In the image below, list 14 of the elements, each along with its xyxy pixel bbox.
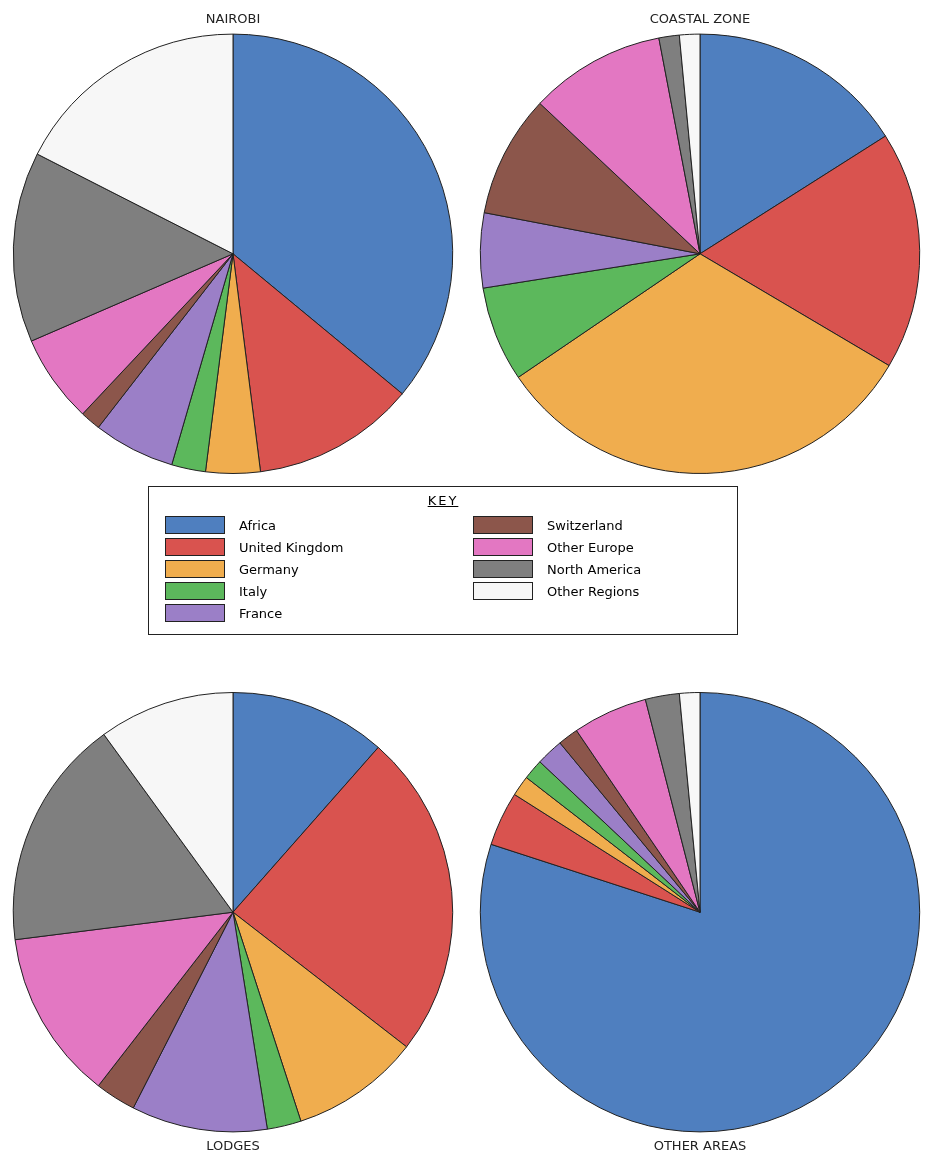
legend-title: KEY (426, 493, 460, 508)
legend-label: Switzerland (547, 517, 623, 533)
legend-label: Italy (239, 583, 268, 599)
text: LODGES (206, 1137, 260, 1153)
legend-label: France (239, 605, 283, 621)
legend-label: Africa (239, 517, 277, 533)
legend-label: Other Regions (547, 583, 640, 599)
chart-title: NAIROBI (205, 11, 261, 27)
legend-label: United Kingdom (239, 539, 344, 555)
legend-label: North America (547, 561, 642, 577)
legend-label: Other Europe (547, 539, 634, 555)
text: OTHER AREAS (653, 1137, 747, 1153)
chart-title: COASTAL ZONE (649, 11, 751, 27)
legend-label: Germany (239, 561, 299, 577)
